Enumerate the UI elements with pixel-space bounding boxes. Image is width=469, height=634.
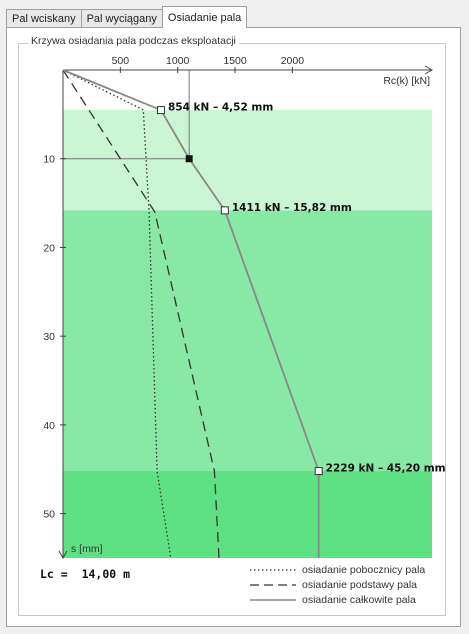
lc-label: Lc = bbox=[40, 567, 68, 581]
x-axis-label: Rc(k) [kN] bbox=[383, 75, 430, 87]
settlement-band-1 bbox=[63, 110, 432, 211]
series-pobocznica-line bbox=[62, 69, 172, 559]
series-calkowite-line bbox=[62, 69, 320, 558]
legend-item-calkowite: osiadanie całkowite pala bbox=[250, 592, 425, 607]
group-title: Krzywa osiadania pala podczas eksploatac… bbox=[28, 35, 239, 47]
series-podstawa-line bbox=[62, 69, 220, 559]
dotted-line-icon bbox=[250, 568, 296, 571]
x-tick-label: 500 bbox=[112, 55, 130, 67]
legend-label-podstawa: osiadanie podstawy pala bbox=[302, 578, 417, 591]
tab-pal-wyciagany[interactable]: Pal wyciągany bbox=[80, 9, 163, 28]
point-annotation: 1411 kN – 15,82 mm bbox=[232, 202, 352, 214]
x-tick-label: 2000 bbox=[281, 55, 305, 67]
legend-label-calkowite: osiadanie całkowite pala bbox=[302, 593, 416, 606]
legend-item-podstawa: osiadanie podstawy pala bbox=[250, 577, 425, 592]
settlement-band-3 bbox=[63, 471, 432, 558]
y-tick-label: 20 bbox=[43, 242, 55, 254]
lc-value: 14,00 m bbox=[81, 567, 131, 581]
legend-label-pobocznica: osiadanie pobocznicy pala bbox=[302, 563, 426, 576]
tab-pal-wciskany[interactable]: Pal wciskany bbox=[6, 9, 82, 28]
point-annotation: 2229 kN – 45,20 mm bbox=[326, 463, 446, 475]
point-marker-filled bbox=[185, 155, 193, 163]
settlement-band-2 bbox=[63, 210, 432, 472]
y-axis-arrow bbox=[58, 550, 68, 560]
dashed-line-icon bbox=[250, 583, 296, 586]
legend: osiadanie pobocznicy pala osiadanie pods… bbox=[250, 562, 425, 607]
tab-osiadanie-pala[interactable]: Osiadanie pala bbox=[161, 6, 248, 28]
settlement-band-0 bbox=[63, 70, 432, 111]
y-tick-label: 50 bbox=[43, 509, 55, 521]
y-tick-label: 10 bbox=[43, 154, 55, 166]
point-annotation: 854 kN – 4,52 mm bbox=[168, 102, 273, 114]
point-marker bbox=[156, 106, 165, 115]
point-marker bbox=[314, 467, 323, 476]
point-marker bbox=[220, 206, 229, 215]
x-tick-label: 1000 bbox=[166, 55, 190, 67]
y-tick-label: 30 bbox=[43, 331, 55, 343]
legend-item-pobocznica: osiadanie pobocznicy pala bbox=[250, 562, 425, 577]
x-tick-label: 1500 bbox=[223, 55, 247, 67]
solid-line-icon bbox=[250, 598, 296, 601]
x-axis-arrow bbox=[424, 65, 434, 75]
y-axis-label: s [mm] bbox=[71, 543, 103, 555]
lc-readout: Lc = 14,00 m bbox=[40, 567, 130, 581]
y-tick-label: 40 bbox=[43, 420, 55, 432]
tab-strip: Pal wciskany Pal wyciągany Osiadanie pal… bbox=[6, 6, 248, 28]
